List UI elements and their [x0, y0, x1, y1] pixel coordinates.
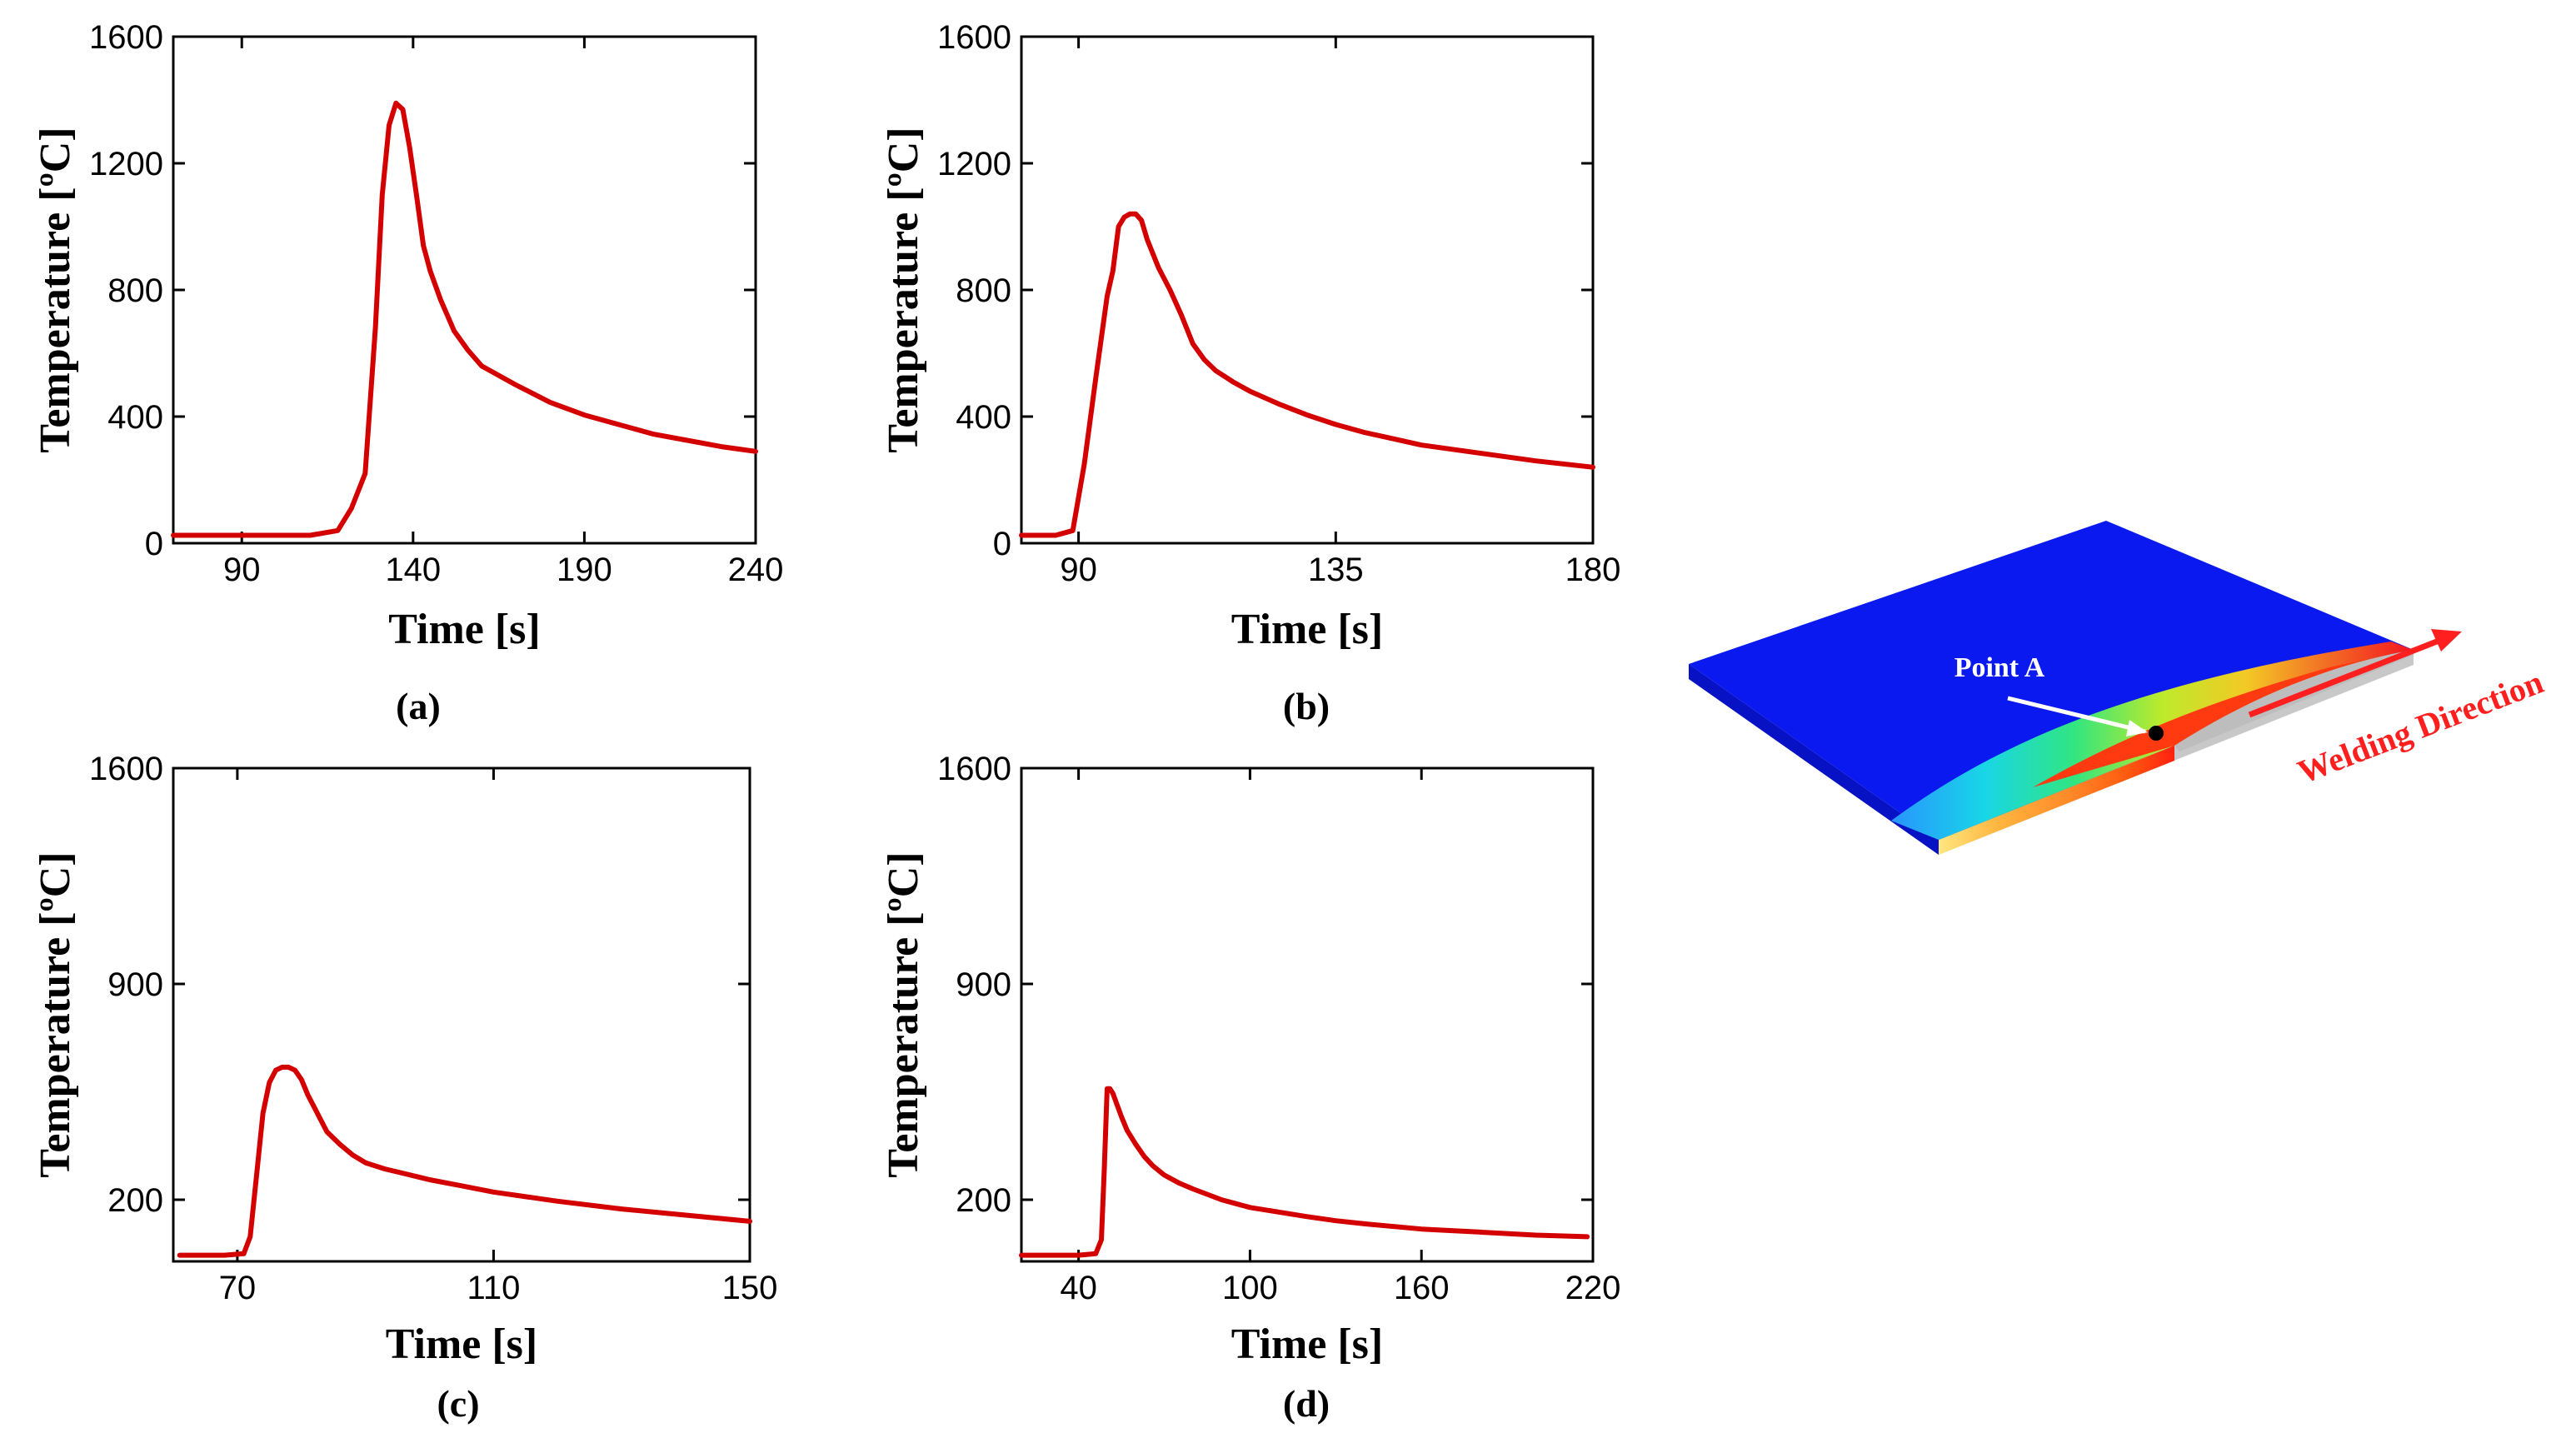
y-tick-label: 1600 — [89, 751, 163, 787]
panel-label: (d) — [1283, 1382, 1330, 1425]
panel-label: (c) — [437, 1382, 479, 1425]
y-tick-label: 0 — [145, 526, 163, 562]
y-tick-label: 1600 — [937, 751, 1011, 787]
x-tick-label: 140 — [385, 552, 441, 588]
temperature-series-line — [1019, 211, 1595, 538]
plot-frame — [1020, 766, 1595, 1263]
plate-top-face — [1689, 521, 2414, 840]
plate-inset: Point A Welding Direction — [1689, 521, 2549, 855]
y-axis-label: Temperature [ºC] — [32, 851, 79, 1177]
y-tick-label: 900 — [107, 966, 163, 1003]
x-tick-label: 180 — [1565, 552, 1621, 588]
y-tick-label: 0 — [993, 526, 1011, 562]
y-tick-label: 900 — [956, 966, 1011, 1003]
x-tick-label: 90 — [223, 552, 261, 588]
y-tick-label: 1600 — [89, 19, 163, 56]
temperature-series-line — [1019, 1086, 1590, 1258]
chart-panel-4: 40 100 160 220 200 900 1600 Time [s] Temperature… — [880, 751, 1620, 1425]
x-axis-label: Time [s] — [386, 1321, 537, 1368]
y-tick-label: 1200 — [89, 146, 163, 182]
y-tick-label: 200 — [956, 1182, 1011, 1219]
x-axis-label: Time [s] — [1231, 606, 1383, 653]
y-axis-label: Temperature [ºC] — [880, 127, 927, 452]
x-axis-label: Time [s] — [388, 606, 540, 653]
point-a-label: Point A — [1954, 652, 2045, 683]
y-axis-label: Temperature [ºC] — [32, 127, 79, 452]
point-a-pointer-head — [2126, 720, 2148, 736]
welding-direction-arrow — [2248, 637, 2443, 718]
y-tick-label: 400 — [956, 399, 1011, 436]
temperature-series-line — [177, 1064, 752, 1258]
x-tick-label: 150 — [722, 1270, 778, 1306]
x-axis-label: Time [s] — [1231, 1321, 1383, 1368]
y-tick-label: 800 — [107, 272, 163, 309]
chart-panel-1: 90 140 190 240 0 400 800 1200 1600 Time [s] Temper… — [32, 19, 783, 727]
panel-label: (b) — [1283, 685, 1330, 727]
welding-direction-arrowhead — [2431, 629, 2462, 652]
y-tick-label: 1600 — [937, 19, 1011, 56]
y-axis-label: Temperature [ºC] — [880, 851, 927, 1177]
x-tick-label: 70 — [219, 1270, 257, 1306]
chart-panel-2: 90 135 180 0 400 800 1200 1600 Time [s] Temperatu… — [880, 19, 1620, 727]
plate-heated-side — [1939, 746, 2174, 855]
point-a-pointer — [2007, 696, 2146, 734]
plate-front-face — [1689, 664, 1939, 855]
plot-frame — [172, 766, 751, 1263]
point-a-marker — [2149, 726, 2164, 741]
x-tick-label: 220 — [1565, 1270, 1621, 1306]
x-tick-label: 110 — [467, 1270, 521, 1306]
x-tick-label: 90 — [1060, 552, 1097, 588]
x-tick-label: 100 — [1222, 1270, 1278, 1306]
y-tick-label: 200 — [107, 1182, 163, 1219]
plot-frame — [172, 35, 757, 545]
x-tick-label: 40 — [1060, 1270, 1097, 1306]
x-tick-label: 240 — [728, 552, 784, 588]
panel-label: (a) — [396, 685, 441, 727]
chart-panel-3: 70 110 150 200 900 1600 Time [s] Temperature [º… — [32, 751, 777, 1425]
y-tick-label: 800 — [956, 272, 1011, 309]
x-tick-label: 135 — [1308, 552, 1364, 588]
y-tick-label: 1200 — [937, 146, 1011, 182]
temperature-series-line — [171, 100, 758, 538]
x-tick-label: 190 — [557, 552, 612, 588]
x-tick-label: 160 — [1394, 1270, 1450, 1306]
y-tick-label: 400 — [107, 399, 163, 436]
